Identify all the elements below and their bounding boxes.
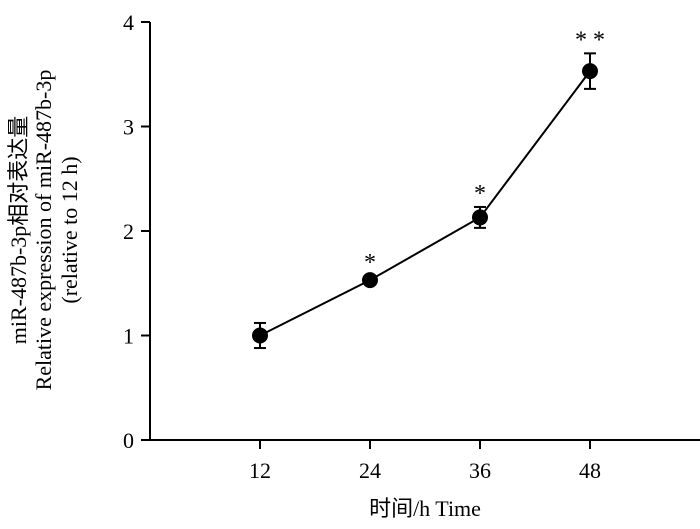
data-point	[252, 327, 268, 344]
data-point	[362, 272, 378, 289]
x-tick-label: 24	[359, 458, 381, 483]
data-point	[472, 209, 488, 226]
x-axis-title: 时间/h Time	[369, 496, 481, 521]
significance-label: *	[474, 181, 486, 207]
y-tick-label: 3	[123, 115, 134, 140]
y-axis-title-line-2: Relative expression of miR-487b-3p	[31, 70, 56, 391]
y-tick-label: 1	[123, 324, 134, 349]
y-axis-title-line-3: (relative to 12 h)	[57, 156, 82, 303]
series-line	[259, 70, 591, 337]
data-point	[582, 63, 598, 80]
y-tick-label: 2	[123, 219, 134, 244]
y-ticks: 0 1 2 3 4	[123, 10, 150, 453]
y-tick-label: 4	[123, 10, 134, 35]
x-tick-label: 12	[249, 458, 271, 483]
significance-label: * *	[575, 27, 605, 53]
y-axis-title-line-1: miR-487b-3p相对表达量	[6, 116, 31, 345]
x-tick-label: 48	[579, 458, 601, 483]
y-axis-title: miR-487b-3p相对表达量 Relative expression of …	[6, 70, 82, 391]
axes	[149, 22, 700, 441]
x-tick-label: 36	[469, 458, 491, 483]
x-ticks: 12 24 36 48	[249, 440, 601, 483]
y-tick-label: 0	[123, 428, 134, 453]
significance-label: *	[364, 250, 376, 276]
series: * * * *	[252, 27, 605, 350]
